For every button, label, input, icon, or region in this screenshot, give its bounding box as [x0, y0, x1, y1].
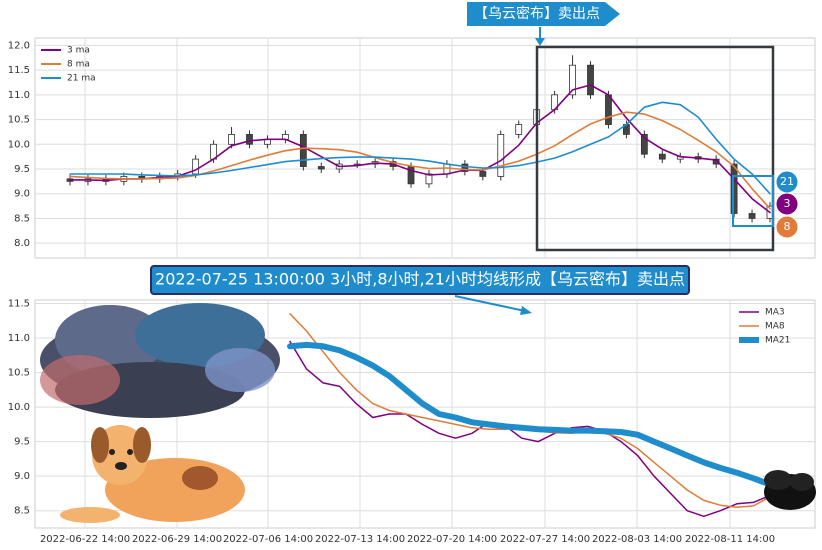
legend-label: MA21 — [765, 336, 790, 346]
y-tick-label: 11.5 — [8, 298, 30, 309]
candle-body — [515, 124, 523, 135]
y-tick-label: 9.0 — [14, 189, 30, 200]
banner-arrow-head — [535, 38, 545, 46]
dog — [60, 425, 245, 523]
x-tick-label: 2022-07-06 14:00 — [223, 534, 313, 545]
y-tick-label: 8.5 — [14, 506, 30, 517]
badge-label: 3 — [784, 197, 791, 210]
y-tick-label: 9.5 — [14, 164, 30, 175]
ma-line — [69, 111, 771, 210]
candle-body — [658, 153, 666, 160]
zoom-box — [732, 175, 774, 227]
storm-cloud — [40, 303, 280, 418]
signal-arrow — [454, 295, 526, 312]
legend-label: 3 ma — [67, 46, 90, 56]
ma-line — [287, 341, 773, 488]
candle-body — [192, 158, 200, 175]
badge-label: 8 — [784, 220, 791, 233]
x-tick-label: 2022-06-22 14:00 — [40, 534, 130, 545]
y-tick-label: 10.0 — [8, 402, 30, 413]
x-tick-label: 2022-08-03 14:00 — [592, 534, 682, 545]
candle-body — [228, 134, 235, 145]
legend-label: MA8 — [765, 322, 785, 332]
legend-label: MA3 — [765, 308, 785, 318]
candle-body — [587, 64, 594, 96]
candle-body — [461, 163, 469, 172]
candle-body — [640, 134, 648, 155]
x-tick-label: 2022-07-13 14:00 — [315, 534, 405, 545]
candle-body — [479, 171, 487, 177]
y-tick-label: 12.0 — [8, 40, 30, 51]
candle-body — [317, 166, 325, 170]
signal-arrow-head — [520, 306, 532, 315]
x-tick-label: 2022-07-27 14:00 — [500, 534, 590, 545]
ma-line — [69, 101, 771, 195]
badge-label: 21 — [780, 175, 794, 188]
candle-body — [605, 94, 612, 125]
y-tick-label: 11.0 — [8, 90, 30, 101]
dark-cloud — [764, 470, 816, 510]
top-plot-frame — [34, 37, 816, 259]
legend-label: 21 ma — [67, 74, 96, 84]
ma-line — [289, 340, 771, 518]
y-tick-label: 10.0 — [8, 139, 30, 150]
badge — [775, 215, 799, 239]
candle-body — [497, 134, 505, 177]
x-tick-label: 2022-08-11 14:00 — [685, 534, 775, 545]
ma-line — [69, 84, 771, 214]
candle-body — [425, 173, 433, 185]
signal-box — [535, 45, 775, 252]
candle-body — [443, 163, 451, 175]
legend-label: 8 ma — [67, 60, 90, 70]
y-tick-label: 10.5 — [8, 368, 30, 379]
y-tick-label: 11.0 — [8, 333, 30, 344]
candle-body — [712, 158, 720, 165]
y-tick-label: 8.0 — [14, 238, 30, 249]
signal-label-box — [150, 265, 690, 295]
x-tick-label: 2022-07-20 14:00 — [407, 534, 497, 545]
candle-body — [299, 134, 307, 167]
y-tick-label: 10.5 — [8, 115, 30, 126]
y-tick-label: 8.5 — [14, 213, 30, 224]
x-tick-label: 2022-06-29 14:00 — [132, 534, 222, 545]
y-tick-label: 11.5 — [8, 65, 30, 76]
candle-body — [246, 134, 253, 145]
marks: 8.0 8.5 9.0 9.5 10.0 10.5 11.0 11.5 12.0 3 ma 8 ma… — [8, 38, 815, 545]
signal-label: 2022-07-25 13:00:00 3小时,8小时,21小时均线形成【乌云密… — [155, 270, 685, 289]
banner-shape — [467, 2, 620, 26]
candle-body — [569, 64, 576, 96]
y-tick-label: 9.5 — [14, 437, 30, 448]
y-tick-label: 9.0 — [14, 471, 30, 482]
candle-body — [748, 213, 756, 219]
badge — [775, 192, 799, 216]
candle-body — [730, 163, 738, 214]
banner-text: 【乌云密布】卖出点 — [474, 5, 600, 22]
